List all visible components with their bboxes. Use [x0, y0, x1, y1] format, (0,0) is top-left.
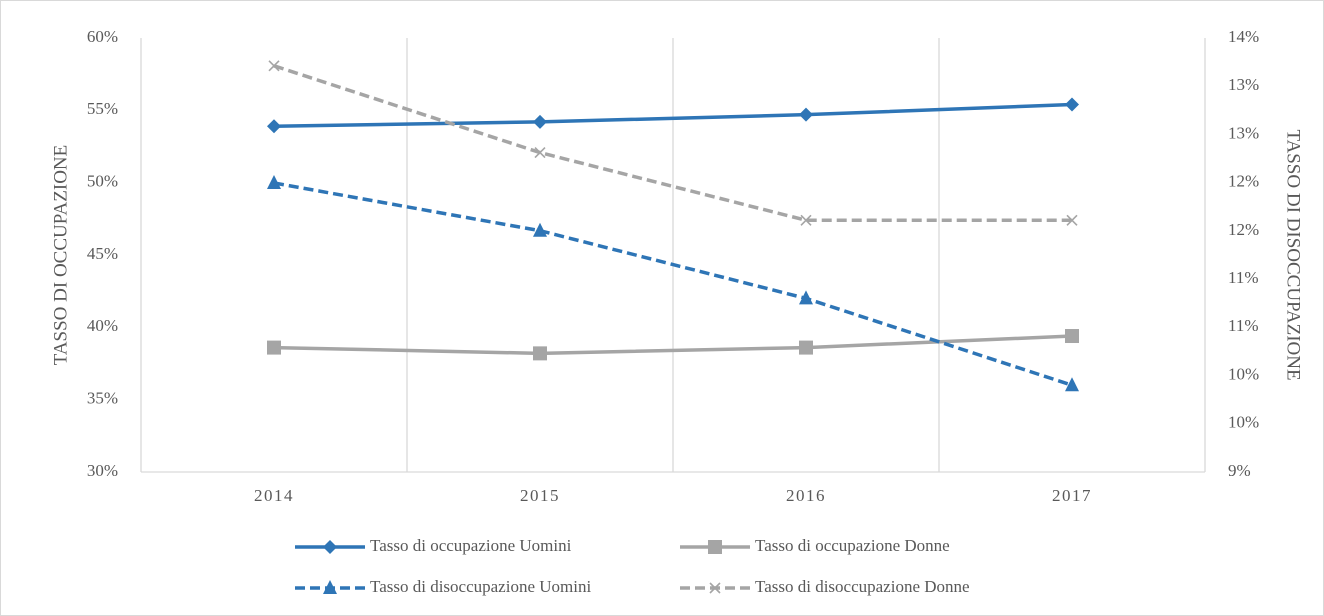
marker: [1065, 97, 1079, 112]
marker: [708, 540, 722, 554]
marker: [533, 346, 547, 361]
y-tick-label: 60%: [87, 27, 118, 46]
series-line: [273, 102, 1073, 128]
legend-label: Tasso di occupazione Uomini: [370, 536, 572, 555]
y-tick-label: 55%: [87, 99, 118, 118]
x-tick-label: 2015: [520, 486, 560, 505]
legend-label: Tasso di disoccupazione Uomini: [370, 577, 591, 596]
y-axis-label: TASSO DI OCCUPAZIONE: [50, 145, 71, 366]
y-tick-label: 35%: [87, 389, 118, 408]
x-tick-label: 2017: [1052, 486, 1092, 505]
x-tick-label: 2014: [254, 486, 294, 505]
marker: [1065, 377, 1079, 392]
marker: [709, 582, 721, 594]
series-line: [273, 181, 1073, 387]
marker: [267, 119, 281, 134]
y2-tick-label: 9%: [1228, 461, 1251, 480]
marker: [1066, 214, 1078, 226]
y2-tick-label: 10%: [1228, 364, 1259, 383]
x-tick-label: 2016: [786, 486, 826, 505]
marker: [799, 107, 813, 122]
marker: [323, 540, 337, 554]
y-tick-label: 40%: [87, 316, 118, 335]
y2-axis-label: TASSO DI DISOCCUPAZIONE: [1283, 129, 1304, 380]
marker: [323, 580, 337, 594]
marker: [800, 214, 812, 226]
marker: [533, 222, 547, 237]
marker: [267, 174, 281, 189]
y2-tick-label: 11%: [1228, 268, 1259, 287]
marker: [799, 290, 813, 305]
marker: [533, 114, 547, 129]
y2-tick-label: 12%: [1228, 172, 1259, 191]
y-tick-label: 45%: [87, 244, 118, 263]
y2-tick-label: 13%: [1228, 123, 1259, 142]
series-line: [273, 64, 1072, 223]
marker: [268, 60, 280, 72]
y2-tick-label: 11%: [1228, 316, 1259, 335]
y2-tick-label: 10%: [1228, 413, 1259, 432]
marker: [1065, 329, 1079, 344]
marker: [267, 340, 281, 355]
legend-label: Tasso di occupazione Donne: [755, 536, 950, 555]
y2-tick-label: 13%: [1228, 75, 1259, 94]
y2-tick-label: 14%: [1228, 27, 1259, 46]
y-tick-label: 50%: [87, 172, 118, 191]
y2-tick-label: 12%: [1228, 220, 1259, 239]
marker: [534, 147, 546, 159]
legend-label: Tasso di disoccupazione Donne: [755, 577, 970, 596]
marker: [799, 340, 813, 355]
y-tick-label: 30%: [87, 461, 118, 480]
